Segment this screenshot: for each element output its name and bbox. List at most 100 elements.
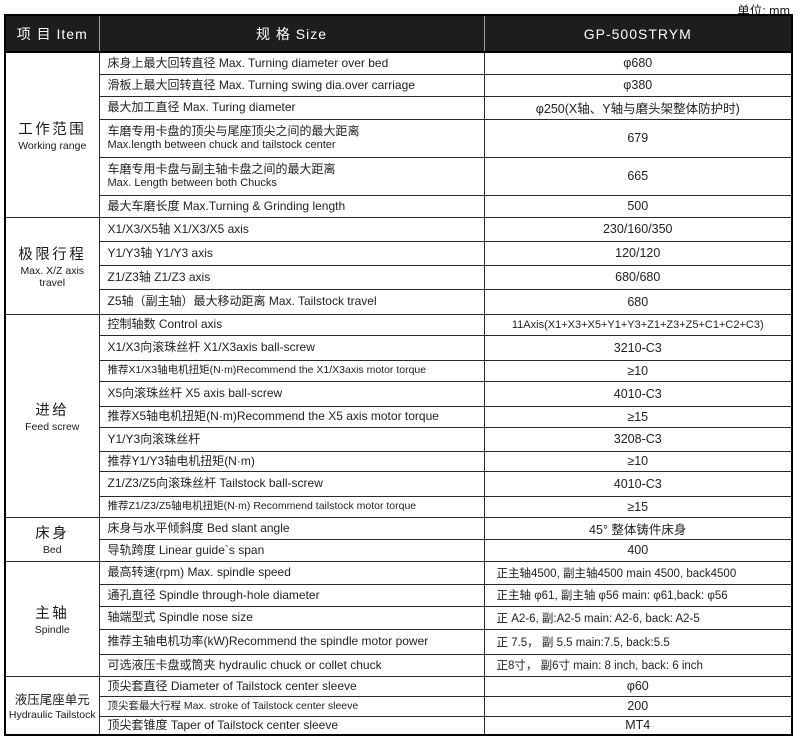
table-row: Y1/Y3向滚珠丝杆 3208-C3 [5, 426, 793, 452]
spec-cell: 推荐Y1/Y3轴电机扭矩(N·m) [98, 450, 485, 472]
spec-cell: 推荐X1/X3轴电机扭矩(N·m)Recommend the X1/X3axis… [98, 359, 485, 382]
category-label-en: Working range [18, 139, 87, 152]
category-label-en: Hydraulic Tailstock [8, 709, 96, 722]
spec-cell: 可选液压卡盘或筒夹 hydraulic chuck or collet chuc… [98, 653, 485, 677]
value-cell: 4010-C3 [483, 380, 793, 407]
spec-cell: 床身与水平倾斜度 Bed slant angle [98, 516, 485, 540]
spec-label: Y1/Y3向滚珠丝杆 [107, 431, 201, 446]
table-row: 床身 Bed 床身与水平倾斜度 Bed slant angle 45° 整体铸件床身 [4, 516, 793, 562]
spec-label: 顶尖套锥度 Taper of Tailstock center sleeve [107, 718, 339, 733]
table-header: 项 目 Item 规 格 Size GP-500STRYM [5, 15, 792, 53]
spec-cell: 最大加工直径 Max. Turing diameter [98, 95, 485, 120]
spec-label: 控制轴数 Control axis [107, 317, 223, 332]
value-cell: 正 7.5， 副 5.5 main:7.5, back:5.5 [483, 628, 793, 655]
spec-cell: 控制轴数 Control axis [98, 313, 485, 336]
table-row: 顶尖套最大行程 Max. stroke of Tailstock center … [5, 695, 793, 717]
spec-label: 导轨跨度 Linear guide`s span [107, 542, 265, 557]
category-cell: 进给 Feed screw [4, 313, 100, 518]
table-row: Z1/Z3/Z5向滚珠丝杆 Tailstock ball-screw 4010-C… [5, 470, 793, 497]
spec-cell: 导轨跨度 Linear guide`s span [98, 538, 485, 562]
table-row: 最大加工直径 Max. Turing diameter φ250(X轴、Y轴与磨头… [5, 95, 793, 120]
spec-label: X5向滚珠丝杆 X5 axis ball-screw [107, 386, 283, 401]
value-cell: 正主轴 φ61, 副主轴 φ56 main: φ61,back: φ56 [483, 583, 793, 607]
table-row: 顶尖套锥度 Taper of Tailstock center sleeve MT… [5, 715, 793, 736]
value-cell: φ250(X轴、Y轴与磨头架整体防护时) [483, 95, 793, 120]
spec-label: 推荐主轴电机功率(kW)Recommend the spindle motor … [107, 634, 429, 649]
spec-table-body: 工作范围 Working range 床身上最大回转直径 Max. Turning … [4, 51, 793, 736]
spec-label: Z5轴（副主轴）最大移动距离 Max. Tailstock travel [107, 294, 377, 309]
category-label-zh: 床身 [35, 526, 70, 542]
table-row: X1/X3向滚珠丝杆 X1/X3axis ball-screw 3210-C3 [5, 334, 793, 361]
spec-cell: 顶尖套最大行程 Max. stroke of Tailstock center … [98, 695, 485, 717]
spec-label: 最大加工直径 Max. Turing diameter [107, 100, 296, 115]
table-row: 导轨跨度 Linear guide`s span 400 [5, 538, 793, 562]
spec-cell: Z1/Z3轴 Z1/Z3 axis [98, 264, 485, 290]
value-cell: 200 [483, 695, 793, 717]
spec-label: 床身与水平倾斜度 Bed slant angle [107, 520, 290, 535]
value-cell: 45° 整体铸件床身 [483, 516, 793, 540]
category-label-en: Feed screw [25, 420, 80, 433]
value-cell: 3208-C3 [483, 426, 793, 452]
category-cell: 液压尾座单元 Hydraulic Tailstock [4, 675, 100, 736]
spec-label-en: Max. Length between both Chucks [107, 176, 277, 189]
col-header-item: 项 目 Item [5, 15, 99, 53]
spec-label: 通孔直径 Spindle through-hole diameter [107, 587, 320, 602]
spec-cell: X1/X3/X5轴 X1/X3/X5 axis [98, 216, 485, 242]
spec-label: 推荐X1/X3轴电机扭矩(N·m)Recommend the X1/X3axis… [107, 364, 427, 377]
spec-label: 最高转速(rpm) Max. spindle speed [107, 565, 291, 580]
spec-cell: 轴端型式 Spindle nose size [98, 605, 485, 630]
value-cell: φ680 [483, 51, 793, 75]
category-label-zh: 进给 [35, 402, 70, 419]
table-row: Z5轴（副主轴）最大移动距离 Max. Tailstock travel 680 [5, 288, 793, 315]
spec-cell: Y1/Y3轴 Y1/Y3 axis [98, 240, 485, 266]
category-label-zh: 主轴 [35, 605, 70, 622]
table-row: 通孔直径 Spindle through-hole diameter 正主轴 φ6… [5, 583, 793, 607]
category-cell: 工作范围 Working range [4, 51, 100, 218]
category-cell: 床身 Bed [4, 516, 100, 562]
spec-label: 推荐X5轴电机扭矩(N·m)Recommend the X5 axis moto… [107, 409, 439, 424]
table-row: 液压尾座单元 Hydraulic Tailstock 顶尖套直径 Diameter … [4, 675, 793, 736]
value-cell: ≥15 [483, 405, 793, 428]
spec-cell: 推荐Z1/Z3/Z5轴电机扭矩(N·m) Recommend tailstock… [98, 495, 485, 518]
value-cell: ≥10 [483, 359, 793, 382]
spec-cell: 推荐主轴电机功率(kW)Recommend the spindle motor … [98, 628, 485, 655]
spec-label: Z1/Z3轴 Z1/Z3 axis [107, 269, 211, 284]
value-cell: φ380 [483, 73, 793, 97]
value-cell: 679 [483, 118, 793, 158]
spec-cell: 最高转速(rpm) Max. spindle speed [98, 560, 485, 585]
spec-label: 车磨专用卡盘的顶尖与尾座顶尖之间的最大距离 [107, 124, 360, 139]
category-label-zh: 极限行程 [18, 246, 87, 263]
spec-cell: 顶尖套直径 Diameter of Tailstock center sleev… [98, 675, 485, 697]
spec-label: 顶尖套直径 Diameter of Tailstock center sleev… [107, 678, 357, 693]
spec-cell: Z1/Z3/Z5向滚珠丝杆 Tailstock ball-screw [98, 470, 485, 497]
table-row: X5向滚珠丝杆 X5 axis ball-screw 4010-C3 [5, 380, 793, 407]
spec-cell: 滑板上最大回转直径 Max. Turning swing dia.over ca… [98, 73, 485, 97]
spec-label: 推荐Y1/Y3轴电机扭矩(N·m) [107, 453, 255, 468]
value-cell: 680 [483, 288, 793, 315]
col-header-model: GP-500STRYM [483, 15, 792, 53]
value-cell: 400 [483, 538, 793, 562]
value-cell: 正主轴4500, 副主轴4500 main 4500, back4500 [483, 560, 793, 585]
value-cell: 230/160/350 [483, 216, 793, 242]
table-row: 推荐Z1/Z3/Z5轴电机扭矩(N·m) Recommend tailstock… [5, 495, 793, 518]
value-cell: 3210-C3 [483, 334, 793, 361]
table-row: 滑板上最大回转直径 Max. Turning swing dia.over ca… [5, 73, 793, 97]
spec-label: 推荐Z1/Z3/Z5轴电机扭矩(N·m) Recommend tailstock… [107, 500, 417, 513]
spec-label: X1/X3/X5轴 X1/X3/X5 axis [107, 221, 249, 236]
category-cell: 主轴 Spindle [4, 560, 100, 677]
spec-label: 滑板上最大回转直径 Max. Turning swing dia.over ca… [107, 77, 415, 92]
spec-cell: 车磨专用卡盘的顶尖与尾座顶尖之间的最大距离 Max.length between … [98, 118, 485, 158]
spec-table: 项 目 Item 规 格 Size GP-500STRYM 工作范围 Workin… [4, 14, 793, 736]
category-label-en: Spindle [34, 623, 70, 636]
table-row: 最大车磨长度 Max.Turning & Grinding length 500 [5, 194, 793, 218]
table-row: 推荐Y1/Y3轴电机扭矩(N·m) ≥10 [5, 450, 793, 472]
value-cell: 120/120 [483, 240, 793, 266]
spec-cell: 推荐X5轴电机扭矩(N·m)Recommend the X5 axis moto… [98, 405, 485, 428]
spec-label: 床身上最大回转直径 Max. Turning diameter over bed [107, 56, 389, 71]
category-label-zh: 液压尾座单元 [14, 693, 90, 708]
category-label-en: Bed [42, 544, 62, 556]
spec-cell: X5向滚珠丝杆 X5 axis ball-screw [98, 380, 485, 407]
value-cell: 500 [483, 194, 793, 218]
table-row: 推荐X1/X3轴电机扭矩(N·m)Recommend the X1/X3axis… [5, 359, 793, 382]
table-row: Z1/Z3轴 Z1/Z3 axis 680/680 [5, 264, 793, 290]
